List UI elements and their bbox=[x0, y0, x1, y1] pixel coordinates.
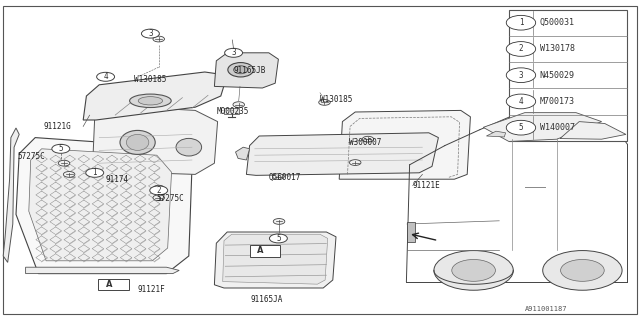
Text: 4: 4 bbox=[103, 72, 108, 81]
Text: W130185: W130185 bbox=[134, 76, 167, 84]
Circle shape bbox=[58, 160, 70, 166]
Polygon shape bbox=[214, 53, 278, 88]
Circle shape bbox=[349, 160, 361, 165]
Circle shape bbox=[362, 136, 374, 142]
Text: 91165JA: 91165JA bbox=[251, 295, 284, 304]
Text: 3: 3 bbox=[231, 48, 236, 57]
Text: 3: 3 bbox=[148, 29, 153, 38]
Text: 91121F: 91121F bbox=[138, 285, 165, 294]
Text: 91121E: 91121E bbox=[413, 181, 440, 190]
Circle shape bbox=[228, 49, 239, 55]
Circle shape bbox=[153, 36, 164, 42]
Text: M000235: M000235 bbox=[216, 108, 249, 116]
Text: A: A bbox=[106, 280, 112, 289]
Circle shape bbox=[273, 219, 285, 224]
Text: 5: 5 bbox=[58, 144, 63, 153]
Text: Q500031: Q500031 bbox=[540, 18, 575, 27]
Circle shape bbox=[153, 195, 164, 201]
Polygon shape bbox=[246, 133, 438, 175]
Circle shape bbox=[452, 260, 495, 281]
Text: 3: 3 bbox=[518, 71, 524, 80]
Text: W130178: W130178 bbox=[540, 44, 575, 53]
Text: 91174: 91174 bbox=[106, 175, 129, 184]
Polygon shape bbox=[483, 113, 602, 141]
Text: M700173: M700173 bbox=[540, 97, 575, 106]
Ellipse shape bbox=[176, 138, 202, 156]
Text: 2: 2 bbox=[518, 44, 524, 53]
Text: Q560017: Q560017 bbox=[269, 173, 301, 182]
Circle shape bbox=[141, 29, 159, 38]
Text: 4: 4 bbox=[518, 97, 524, 106]
Polygon shape bbox=[83, 72, 227, 120]
Polygon shape bbox=[339, 110, 470, 179]
Text: 91121G: 91121G bbox=[44, 122, 71, 131]
Polygon shape bbox=[560, 122, 626, 139]
Ellipse shape bbox=[129, 94, 172, 108]
Polygon shape bbox=[214, 232, 336, 288]
Polygon shape bbox=[236, 147, 250, 160]
Circle shape bbox=[543, 251, 622, 290]
Text: 91165JB: 91165JB bbox=[234, 66, 266, 75]
Circle shape bbox=[150, 186, 168, 195]
Polygon shape bbox=[26, 267, 179, 274]
Text: 2: 2 bbox=[156, 186, 161, 195]
Circle shape bbox=[506, 94, 536, 109]
Bar bbox=[509, 10, 627, 141]
Circle shape bbox=[63, 172, 75, 177]
Circle shape bbox=[506, 15, 536, 30]
Circle shape bbox=[561, 260, 604, 281]
FancyBboxPatch shape bbox=[250, 245, 280, 257]
Circle shape bbox=[225, 48, 243, 57]
Circle shape bbox=[89, 169, 100, 175]
Ellipse shape bbox=[138, 97, 163, 105]
FancyBboxPatch shape bbox=[98, 279, 129, 290]
Text: W300007: W300007 bbox=[349, 138, 381, 147]
Text: 1: 1 bbox=[518, 18, 524, 27]
Ellipse shape bbox=[228, 62, 253, 77]
Ellipse shape bbox=[234, 66, 248, 74]
Circle shape bbox=[153, 185, 164, 191]
Polygon shape bbox=[486, 131, 506, 137]
Ellipse shape bbox=[120, 130, 155, 154]
Circle shape bbox=[434, 251, 513, 290]
Circle shape bbox=[269, 234, 287, 243]
Polygon shape bbox=[29, 149, 172, 261]
Ellipse shape bbox=[127, 134, 148, 150]
Polygon shape bbox=[16, 138, 192, 274]
Circle shape bbox=[233, 102, 244, 108]
Text: 57275C: 57275C bbox=[18, 152, 45, 161]
Text: 57275C: 57275C bbox=[157, 194, 184, 203]
Polygon shape bbox=[3, 128, 19, 262]
Polygon shape bbox=[93, 106, 218, 174]
Circle shape bbox=[86, 168, 104, 177]
Circle shape bbox=[52, 144, 70, 153]
FancyBboxPatch shape bbox=[224, 108, 239, 114]
Text: 1: 1 bbox=[92, 168, 97, 177]
Text: A911001187: A911001187 bbox=[525, 306, 567, 312]
Circle shape bbox=[97, 72, 115, 81]
Text: W130185: W130185 bbox=[320, 95, 353, 104]
Circle shape bbox=[506, 68, 536, 83]
Circle shape bbox=[319, 100, 330, 105]
Circle shape bbox=[506, 120, 536, 135]
Text: A: A bbox=[257, 246, 264, 255]
Circle shape bbox=[273, 174, 284, 180]
Circle shape bbox=[506, 42, 536, 56]
Polygon shape bbox=[223, 234, 328, 284]
Text: W140007: W140007 bbox=[540, 123, 575, 132]
Text: 5: 5 bbox=[276, 234, 281, 243]
Bar bbox=[407, 222, 415, 242]
Text: N450029: N450029 bbox=[540, 71, 575, 80]
Text: 5: 5 bbox=[518, 123, 524, 132]
